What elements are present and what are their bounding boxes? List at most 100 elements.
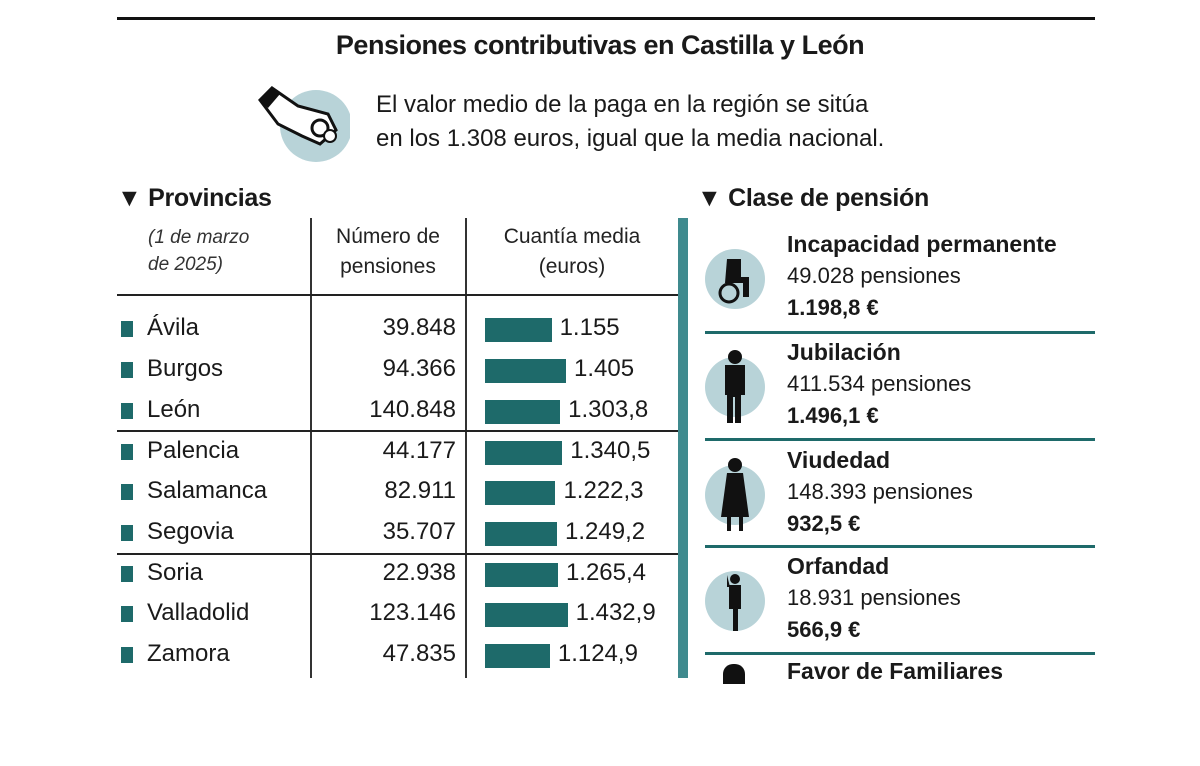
pension-count: 39.848	[382, 314, 456, 341]
bar-cuantia	[485, 522, 558, 546]
pension-count: 22.938	[382, 559, 456, 586]
bar-cuantia	[485, 441, 563, 465]
pension-count: 44.177	[382, 437, 456, 464]
hand-with-coins-icon	[258, 86, 350, 162]
subtitle: El valor medio de la paga en la región s…	[376, 88, 884, 156]
table-row: Soria 22.938 1.265,4	[117, 554, 678, 594]
bar-cuantia	[485, 644, 550, 668]
bar-value-label: 1.222,3	[563, 477, 644, 504]
table-row: Zamora 47.835 1.124,9	[117, 635, 678, 675]
pension-count: 82.911	[384, 477, 456, 504]
widow-icon	[705, 458, 765, 531]
square-bullet-icon	[121, 566, 133, 582]
square-bullet-icon	[121, 362, 133, 378]
province-name: Zamora	[147, 640, 230, 667]
province-name: Ávila	[147, 314, 200, 341]
pension-count: 35.707	[382, 518, 456, 545]
col-header-numero: Número de pensiones	[312, 222, 464, 282]
table-row: Ávila 39.848 1.155	[117, 309, 678, 349]
square-bullet-icon	[121, 647, 133, 663]
divider-bar	[678, 218, 688, 678]
triangle-down-icon: ▼	[697, 184, 722, 212]
square-bullet-icon	[121, 444, 133, 460]
clase-amount: 566,9 €	[787, 617, 861, 642]
clase-title: Incapacidad permanente	[787, 231, 1057, 257]
date-note: (1 de marzo de 2025)	[148, 224, 249, 278]
bar-cuantia	[485, 563, 558, 587]
elderly-person-icon	[705, 350, 765, 423]
col-header-cuantia: Cuantía media (euros)	[467, 222, 677, 282]
date-line: de 2025)	[148, 254, 224, 275]
clase-count: 411.534 pensiones	[787, 371, 972, 396]
provincias-heading-text: Provincias	[148, 184, 272, 212]
bar-value-label: 1.249,2	[565, 518, 646, 545]
clase-item-jubilacion: Jubilación 411.534 pensiones 1.496,1 €	[705, 339, 1095, 447]
clase-amount: 1.496,1 €	[787, 403, 879, 428]
clase-separator	[705, 331, 1095, 334]
clase-count: 148.393 pensiones	[787, 479, 973, 504]
clase-title: Orfandad	[787, 553, 890, 579]
clase-count: 49.028 pensiones	[787, 263, 961, 288]
bar-cuantia	[485, 400, 561, 424]
province-name: Valladolid	[147, 599, 250, 626]
page-title: Pensiones contributivas en Castilla y Le…	[335, 30, 865, 60]
bar-cuantia	[485, 603, 568, 627]
clase-separator	[705, 438, 1095, 441]
table-row: Segovia 35.707 1.249,2	[117, 513, 678, 553]
person-in-wheelchair-icon	[705, 249, 765, 309]
col-header-line: (euros)	[538, 255, 606, 278]
pension-count: 140.848	[369, 396, 456, 423]
clase-amount: 932,5 €	[787, 511, 861, 536]
bar-value-label: 1.155	[559, 314, 620, 341]
triangle-down-icon: ▼	[117, 184, 142, 212]
clase-title: Jubilación	[787, 339, 901, 365]
subtitle-line: El valor medio de la paga en la región s…	[376, 91, 869, 118]
province-name: Palencia	[147, 437, 240, 464]
provincias-heading: ▼ Provincias	[117, 184, 272, 213]
subtitle-line: en los 1.308 euros, igual que la media n…	[376, 125, 885, 152]
clase-count: 18.931 pensiones	[787, 585, 961, 610]
pension-count: 123.146	[369, 599, 456, 626]
clase-separator	[705, 652, 1095, 655]
bar-value-label: 1.124,9	[557, 640, 638, 667]
column-divider	[310, 218, 312, 678]
province-name: León	[147, 396, 201, 423]
province-name: Soria	[147, 559, 204, 586]
bar-value-label: 1.405	[574, 355, 635, 382]
table-row: Salamanca 82.911 1.222,3	[117, 472, 678, 512]
group-rule	[117, 430, 678, 432]
bar-cuantia	[485, 318, 552, 342]
clase-item-incapacidad: Incapacidad permanente 49.028 pensiones …	[705, 231, 1095, 339]
clase-item-viudedad: Viudedad 148.393 pensiones 932,5 €	[705, 447, 1095, 555]
group-rule	[117, 553, 678, 555]
bar-cuantia	[485, 359, 566, 383]
square-bullet-icon	[121, 484, 133, 500]
clase-heading-text: Clase de pensión	[728, 184, 929, 212]
header-rule	[117, 294, 678, 296]
col-header-line: Número de	[336, 225, 440, 248]
province-name: Salamanca	[147, 477, 268, 504]
clase-title: Favor de Familiares	[787, 658, 1004, 684]
family-icon	[723, 664, 745, 684]
square-bullet-icon	[121, 606, 133, 622]
top-rule	[117, 17, 1095, 20]
province-name: Burgos	[147, 355, 224, 382]
clase-title: Viudedad	[787, 447, 891, 473]
date-line: (1 de marzo	[148, 227, 250, 248]
child-icon	[705, 571, 765, 631]
bar-cuantia	[485, 481, 556, 505]
pension-count: 47.835	[382, 640, 456, 667]
col-header-line: Cuantía media	[503, 225, 641, 248]
table-row: Valladolid 123.146 1.432,9	[117, 594, 678, 634]
bar-value-label: 1.265,4	[565, 559, 647, 586]
province-name: Segovia	[147, 518, 234, 545]
clase-amount: 1.198,8 €	[787, 295, 879, 320]
bar-value-label: 1.303,8	[568, 396, 649, 423]
pension-count: 94.366	[382, 355, 456, 382]
table-row: Burgos 94.366 1.405	[117, 350, 678, 390]
column-divider	[465, 218, 467, 678]
clase-separator	[705, 545, 1095, 548]
square-bullet-icon	[121, 403, 133, 419]
clase-item-favor-familiares: Favor de Familiares	[705, 658, 1095, 766]
bar-value-label: 1.340,5	[570, 437, 651, 464]
